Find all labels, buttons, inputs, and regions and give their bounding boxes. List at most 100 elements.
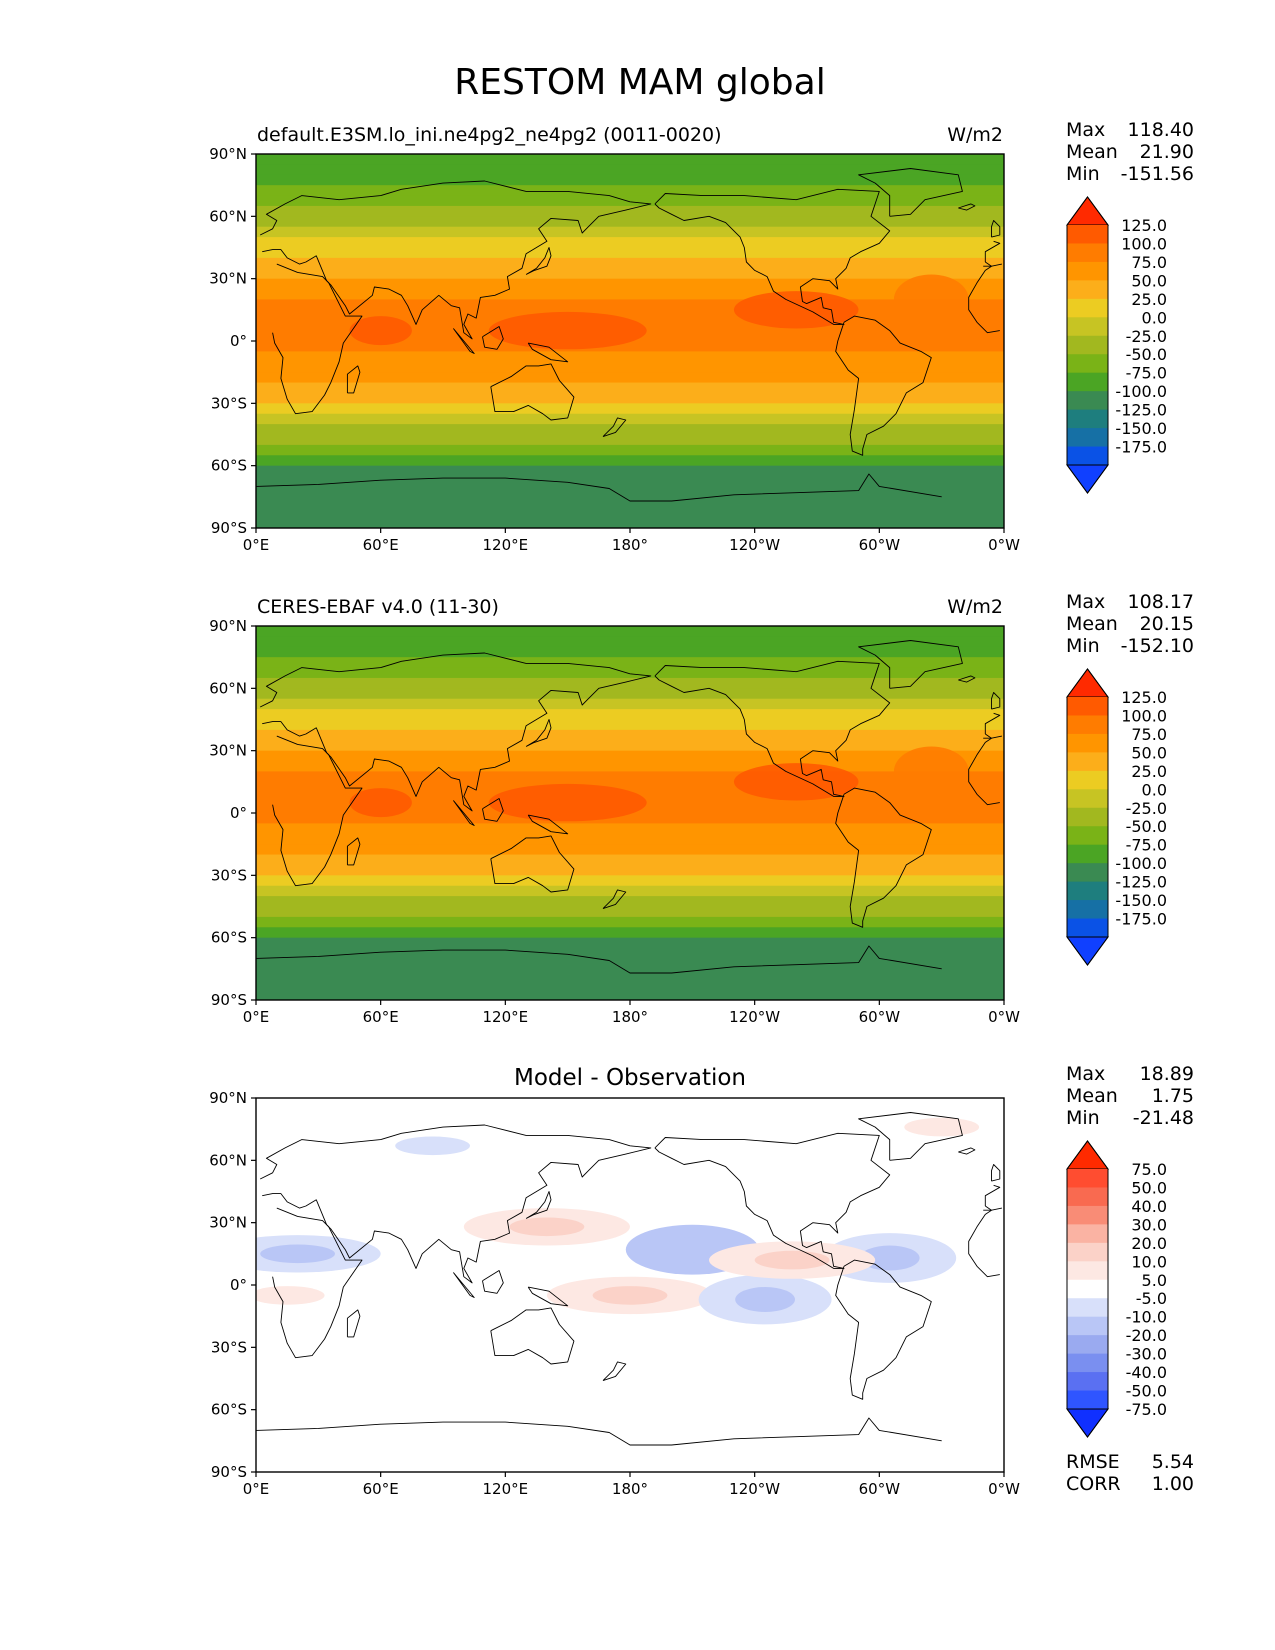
colorbar-cell <box>1067 1169 1108 1188</box>
coastline-antarctica <box>256 1417 942 1446</box>
field-band <box>256 968 1004 980</box>
y-tick-label: 60°S <box>211 457 247 475</box>
coastline-borneo <box>482 798 504 822</box>
colorbar-level-label: 125.0 <box>1121 216 1167 235</box>
field-blob <box>893 274 969 325</box>
model-colorbar: 125.0100.075.050.025.00.0-25.0-50.0-75.0… <box>1066 196 1167 494</box>
field-band <box>256 688 1004 700</box>
field-band <box>256 989 1004 1000</box>
coastline-eurasia <box>985 261 1002 267</box>
field-band <box>256 424 1004 436</box>
observation-coastlines <box>256 640 1002 974</box>
y-tick-label: 30°S <box>211 1338 247 1356</box>
coastline-new-guinea <box>527 342 569 363</box>
model-min-label: Min <box>1066 163 1100 185</box>
observation-x-axis: 0°E 60°E 120°E 180° 120°W 60°W 0°W <box>243 1000 1020 1026</box>
field-band <box>256 226 1004 238</box>
colorbar-cell <box>1067 752 1108 772</box>
x-tick-label: 60°W <box>859 1008 901 1026</box>
coastline-new-guinea <box>527 814 569 835</box>
anomaly-core <box>256 1286 325 1305</box>
colorbar-outline <box>1066 196 1109 494</box>
colorbar-cell <box>1067 225 1108 244</box>
field-band <box>256 896 1004 908</box>
field-band <box>256 864 1004 876</box>
observation-min-value: -152.10 <box>1121 635 1194 657</box>
x-tick-label: 60°E <box>363 1008 399 1026</box>
colorbar-cell <box>1067 391 1108 411</box>
difference-panel: Model - Observation 0°E 60°E 120°E 180° 120°… <box>209 1063 1194 1498</box>
model-min-value: -151.56 <box>1121 163 1194 185</box>
difference-colorbar: 75.050.040.030.020.010.05.0-5.0-10.0-20.… <box>1066 1140 1167 1438</box>
model-coastlines <box>256 168 1002 502</box>
anomaly-core <box>509 1217 585 1237</box>
colorbar-cell <box>1067 881 1108 901</box>
y-tick-label: 60°N <box>209 679 247 697</box>
anomaly-core <box>260 1244 335 1264</box>
field-band <box>256 341 1004 352</box>
difference-y-axis: 90°N 60°N 30°N 0° 30°S 60°S 90°S <box>209 1089 256 1481</box>
colorbar-level-label: 75.0 <box>1131 1160 1167 1179</box>
colorbar-cell <box>1067 1390 1108 1410</box>
colorbar-cell <box>1067 697 1108 716</box>
field-band <box>256 382 1004 394</box>
field-band <box>256 476 1004 488</box>
colorbar-level-label: 125.0 <box>1121 688 1167 707</box>
anomaly-core <box>904 1117 980 1137</box>
coastline-sumatra <box>453 800 475 826</box>
colorbar-cell <box>1067 826 1108 846</box>
colorbar-cell <box>1067 1242 1108 1262</box>
x-tick-label: 180° <box>612 1480 648 1498</box>
field-band <box>256 185 1004 197</box>
colorbar-cell <box>1067 918 1108 938</box>
coastline-south-america <box>835 1259 932 1400</box>
coastline-antarctica <box>256 473 942 502</box>
field-band <box>256 906 1004 918</box>
colorbar-cell <box>1067 243 1108 263</box>
coastline-borneo <box>482 326 504 350</box>
coastline-sumatra <box>453 1272 475 1298</box>
x-tick-label: 120°E <box>483 536 529 554</box>
colorbar-level-label: -10.0 <box>1126 1308 1167 1327</box>
observation-colorbar: 125.0100.075.050.025.00.0-25.0-50.0-75.0… <box>1066 668 1167 966</box>
field-band <box>256 351 1004 363</box>
field-band <box>256 413 1004 425</box>
coastline-africa <box>968 265 1000 334</box>
observation-field <box>256 626 1004 1000</box>
field-band <box>256 309 1004 321</box>
colorbar-cell <box>1067 298 1108 318</box>
colorbar-level-label: -25.0 <box>1126 327 1167 346</box>
y-tick-label: 90°S <box>211 519 247 537</box>
model-panel: default.E3SM.lo_ini.ne4pg2_ne4pg2 (0011-… <box>209 119 1194 554</box>
model-panel-units: W/m2 <box>947 124 1003 146</box>
coastline-australia <box>490 363 575 421</box>
model-max-value: 118.40 <box>1128 119 1194 141</box>
colorbar-level-label: 40.0 <box>1131 1197 1167 1216</box>
coastline-australia <box>490 835 575 893</box>
colorbar-level-label: 20.0 <box>1131 1234 1167 1253</box>
coastline-eurasia <box>984 1184 1001 1206</box>
colorbar-level-label: -25.0 <box>1126 799 1167 818</box>
field-band <box>256 257 1004 269</box>
field-band <box>256 164 1004 176</box>
field-band <box>256 216 1004 228</box>
coastline-africa <box>968 1209 1000 1278</box>
observation-panel-title: CERES-EBAF v4.0 (11-30) <box>257 596 499 618</box>
y-tick-label: 0° <box>230 804 247 822</box>
colorbar-cell <box>1067 1187 1108 1207</box>
colorbar-level-label: -50.0 <box>1126 345 1167 364</box>
colorbar-bottom-extend <box>1066 936 1109 966</box>
colorbar-cell <box>1067 1261 1108 1281</box>
colorbar-level-label: 0.0 <box>1142 308 1167 327</box>
colorbar-level-label: -50.0 <box>1126 817 1167 836</box>
field-band <box>256 667 1004 679</box>
y-tick-label: 60°S <box>211 1401 247 1419</box>
field-band <box>256 771 1004 783</box>
coastline-south-america <box>835 315 932 456</box>
field-blob <box>349 788 412 818</box>
field-band <box>256 517 1004 528</box>
y-tick-label: 90°S <box>211 991 247 1009</box>
coastline-madagascar <box>346 1309 361 1338</box>
colorbar-cell <box>1067 770 1108 790</box>
coastline-eurasia <box>259 180 652 340</box>
